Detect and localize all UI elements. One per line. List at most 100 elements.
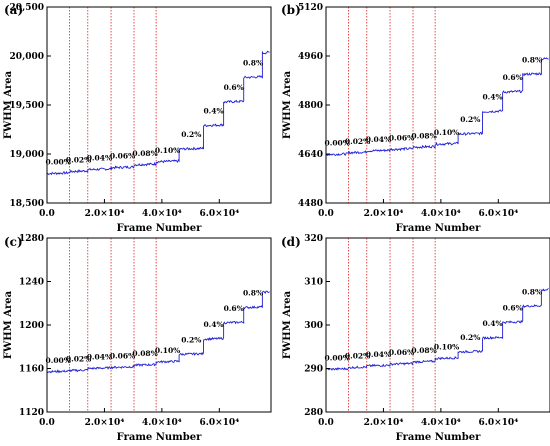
step-label-4: 0.06% — [110, 351, 135, 360]
y-tick-label: 300 — [304, 321, 323, 331]
step-label-3: 0.04% — [366, 135, 391, 144]
step-label-7: 0.2% — [460, 115, 480, 124]
x-tick-label: 6.0×10⁴ — [199, 209, 239, 219]
step-label-1: 0.00% — [45, 356, 70, 365]
step-label-2: 0.02% — [345, 352, 370, 361]
data-trace — [46, 290, 270, 374]
y-tick-label: 19,000 — [10, 150, 44, 160]
panel-label: (a) — [4, 3, 23, 17]
step-label-1: 0.00% — [324, 139, 349, 148]
step-label-3: 0.04% — [366, 350, 391, 359]
plot-frame — [325, 6, 550, 204]
step-label-5: 0.08% — [411, 346, 436, 355]
step-label-5: 0.08% — [132, 349, 157, 358]
y-tick-label: 4480 — [298, 199, 323, 209]
step-label-2: 0.02% — [66, 355, 91, 364]
step-label-8: 0.4% — [482, 93, 502, 102]
panel-label: (b) — [281, 3, 301, 17]
step-label-2: 0.02% — [345, 137, 370, 146]
x-tick-label: 4.0×10⁴ — [421, 418, 461, 428]
y-tick-label: 1280 — [19, 234, 44, 244]
step-label-4: 0.06% — [110, 152, 135, 161]
step-label-3: 0.04% — [87, 353, 112, 362]
panel-label: (d) — [281, 235, 301, 249]
step-label-2: 0.02% — [66, 156, 91, 165]
panel-label: (c) — [4, 235, 23, 249]
step-label-7: 0.2% — [181, 335, 201, 344]
x-axis-label: Frame Number — [117, 223, 202, 234]
x-axis-label: Frame Number — [117, 432, 202, 443]
y-tick-label: 1160 — [19, 365, 44, 375]
panel-1: (a) 0.00%0.02%0.04%0.06%0.08%0.10%0.2% 0.4… — [3, 3, 272, 234]
step-label-5: 0.08% — [132, 149, 157, 158]
x-axis-label: Frame Number — [396, 432, 481, 443]
step-label-7: 0.2% — [460, 333, 480, 342]
y-tick-label: 20,500 — [10, 3, 44, 13]
step-label-10: 0.8% — [522, 287, 542, 296]
y-axis-label: FWHM Area — [282, 290, 293, 359]
step-label-4: 0.06% — [389, 133, 414, 142]
x-tick-label: 6.0×10⁴ — [478, 418, 518, 428]
step-label-10: 0.8% — [522, 55, 542, 64]
step-label-5: 0.08% — [411, 131, 436, 140]
panel-2: (b) 0.00%0.02%0.04%0.06%0.08%0.10%0.2% 0.4… — [281, 3, 550, 234]
y-tick-label: 310 — [304, 278, 323, 288]
y-tick-label: 1200 — [19, 321, 44, 331]
x-tick-label: 2.0×10⁴ — [364, 209, 404, 219]
data-trace — [46, 50, 270, 176]
panel-4: (d) 0.00%0.02%0.04%0.06%0.08%0.10%0.2%0.4… — [281, 234, 550, 443]
step-label-8: 0.4% — [482, 319, 502, 328]
data-trace — [325, 288, 549, 371]
y-axis-label: FWHM Area — [3, 290, 14, 359]
y-tick-label: 280 — [304, 408, 323, 418]
step-label-9: 0.6% — [224, 304, 244, 313]
step-label-9: 0.6% — [224, 83, 244, 92]
step-label-10: 0.8% — [243, 59, 263, 68]
y-tick-label: 4800 — [298, 101, 323, 111]
step-label-1: 0.00% — [45, 158, 70, 167]
step-label-6: 0.10% — [155, 346, 180, 355]
step-label-3: 0.04% — [87, 154, 112, 163]
step-label-6: 0.10% — [434, 342, 459, 351]
y-tick-label: 4640 — [298, 150, 323, 160]
x-tick-label: 2.0×10⁴ — [85, 418, 125, 428]
y-tick-label: 1120 — [19, 408, 44, 418]
step-label-6: 0.10% — [155, 146, 180, 155]
x-tick-label: 4.0×10⁴ — [142, 418, 182, 428]
x-tick-label: 0.0 — [39, 418, 55, 428]
y-tick-label: 5120 — [298, 3, 323, 13]
step-label-9: 0.6% — [503, 303, 523, 312]
y-tick-label: 19,500 — [10, 101, 44, 111]
step-label-9: 0.6% — [503, 73, 523, 82]
panel-3: (c) 0.00%0.02%0.04%0.06%0.08%0.10%0.2%0.4… — [3, 234, 272, 443]
plot-frame — [46, 6, 272, 204]
x-tick-label: 4.0×10⁴ — [142, 209, 182, 219]
plot-frame — [325, 237, 550, 413]
x-tick-label: 0.0 — [39, 209, 55, 219]
step-label-7: 0.2% — [181, 130, 201, 139]
x-tick-label: 0.0 — [318, 209, 334, 219]
y-tick-label: 320 — [304, 234, 323, 244]
x-tick-label: 2.0×10⁴ — [364, 418, 404, 428]
y-tick-label: 18,500 — [10, 199, 44, 209]
y-tick-label: 1240 — [19, 278, 44, 288]
y-tick-label: 4960 — [298, 52, 323, 62]
step-label-6: 0.10% — [434, 128, 459, 137]
x-tick-label: 4.0×10⁴ — [421, 209, 461, 219]
step-label-8: 0.4% — [203, 320, 223, 329]
data-trace — [325, 57, 549, 157]
y-tick-label: 290 — [304, 365, 323, 375]
y-axis-label: FWHM Area — [3, 70, 14, 139]
y-tick-label: 20,000 — [10, 52, 44, 62]
plot-frame — [46, 237, 272, 413]
step-label-4: 0.06% — [389, 348, 414, 357]
step-label-10: 0.8% — [243, 289, 263, 298]
x-tick-label: 2.0×10⁴ — [85, 209, 125, 219]
x-tick-label: 6.0×10⁴ — [199, 418, 239, 428]
step-label-1: 0.00% — [324, 353, 349, 362]
x-axis-label: Frame Number — [396, 223, 481, 234]
x-tick-label: 0.0 — [318, 418, 334, 428]
step-label-8: 0.4% — [203, 107, 223, 116]
y-axis-label: FWHM Area — [282, 70, 293, 139]
